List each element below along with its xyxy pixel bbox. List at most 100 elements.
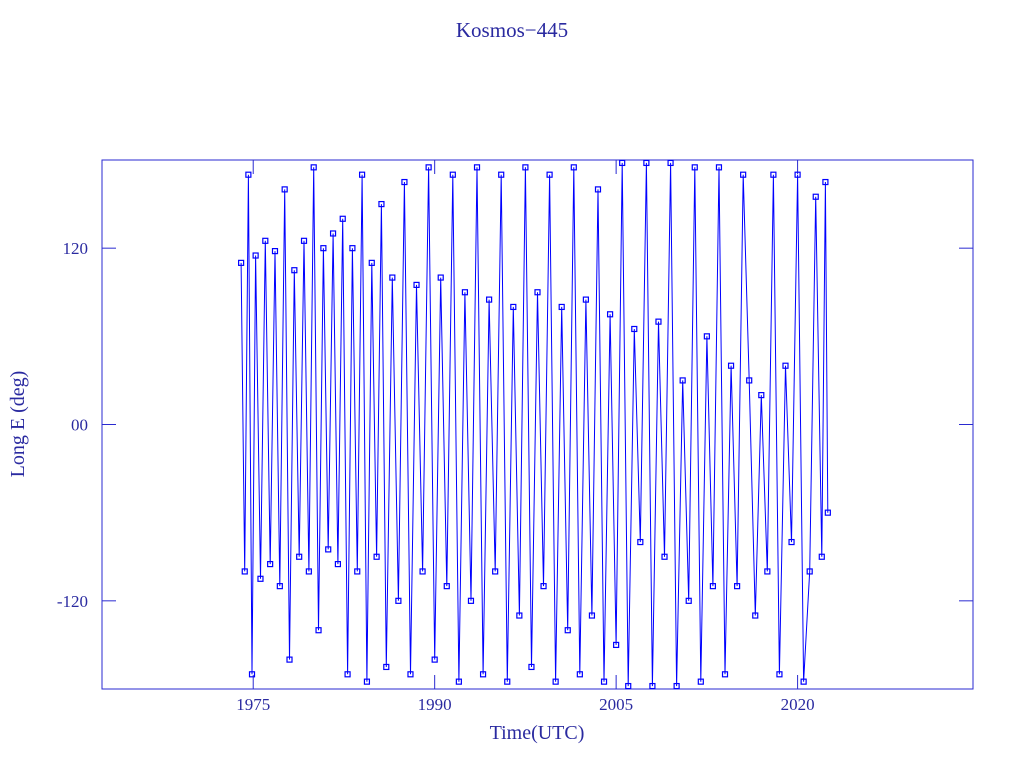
data-marker (431, 656, 438, 663)
y-tick-label: -120 (57, 592, 88, 611)
data-marker (794, 171, 801, 178)
data-marker (818, 553, 825, 560)
data-marker (558, 303, 565, 311)
data-marker (709, 583, 717, 590)
data-marker (534, 289, 541, 296)
plot-frame (101, 159, 974, 690)
data-marker (363, 678, 371, 685)
data-marker (281, 186, 288, 193)
data-marker (546, 171, 553, 178)
data-marker (378, 200, 385, 208)
data-marker (673, 682, 680, 690)
data-marker (516, 612, 523, 619)
data-marker (606, 311, 614, 318)
data-marker (613, 641, 620, 649)
data-marker (395, 597, 402, 604)
data-marker (764, 568, 771, 575)
data-marker (679, 377, 686, 384)
data-marker (643, 159, 650, 167)
data-marker (296, 553, 303, 560)
y-tick-label: 00 (71, 416, 88, 435)
data-marker (631, 325, 638, 333)
data-marker (600, 678, 608, 685)
data-marker (570, 164, 577, 171)
data-marker (727, 362, 735, 369)
data-marker (368, 259, 375, 266)
data-marker (257, 575, 264, 582)
data-marker (245, 171, 252, 178)
data-marker (697, 678, 704, 685)
data-marker (721, 671, 729, 678)
data-marker (588, 612, 596, 619)
data-marker (413, 281, 420, 289)
data-marker (425, 164, 432, 171)
data-marker (383, 663, 390, 671)
data-marker (271, 248, 279, 255)
data-marker (522, 164, 529, 171)
data-marker (552, 678, 559, 685)
data-marker (510, 303, 517, 311)
data-marker (824, 509, 831, 516)
data-marker (276, 583, 283, 590)
data-marker (241, 568, 248, 575)
data-marker (443, 583, 450, 590)
data-line (240, 162, 829, 687)
data-marker (300, 237, 308, 244)
data-marker (238, 259, 245, 266)
data-marker (358, 171, 366, 178)
data-marker (498, 171, 505, 178)
data-marker (594, 186, 602, 193)
data-marker (461, 289, 469, 296)
chart-title: Kosmos−445 (456, 18, 568, 42)
data-marker (649, 682, 656, 690)
data-marker (334, 560, 341, 568)
data-marker (492, 568, 499, 575)
data-marker (437, 274, 444, 281)
data-marker (619, 159, 626, 167)
data-marker (252, 252, 259, 259)
data-marker (782, 362, 789, 369)
data-marker (305, 568, 312, 575)
data-marker (691, 164, 698, 171)
data-marker (637, 538, 644, 546)
data-marker (455, 678, 462, 685)
data-marker (770, 171, 777, 178)
x-tick-label: 2005 (599, 695, 633, 714)
data-marker (267, 560, 274, 568)
data-marker (467, 597, 475, 604)
data-marker (806, 568, 813, 575)
data-marker (625, 682, 632, 690)
data-marker (486, 296, 493, 303)
data-marker (339, 215, 346, 222)
data-marker (344, 671, 351, 678)
data-marker (262, 237, 269, 244)
data-marker (473, 164, 481, 171)
data-marker (758, 392, 765, 399)
data-marker (373, 553, 380, 560)
data-marker (504, 678, 511, 685)
data-marker (667, 159, 674, 167)
data-marker (576, 671, 583, 678)
data-marker (740, 171, 747, 178)
data-marker (329, 230, 337, 237)
data-marker (349, 245, 356, 252)
data-marker (776, 671, 783, 678)
data-marker (310, 164, 317, 171)
data-marker (685, 597, 692, 604)
data-marker (661, 553, 668, 560)
data-marker (752, 612, 759, 619)
x-tick-label: 1975 (236, 695, 270, 714)
data-marker (715, 164, 723, 171)
data-marker (419, 568, 426, 575)
data-marker (248, 671, 256, 678)
data-marker (291, 267, 298, 274)
data-marker (703, 333, 710, 340)
data-marker (800, 678, 807, 685)
data-marker (822, 178, 829, 186)
data-marker (582, 296, 589, 303)
data-marker (401, 178, 408, 186)
data-marker (528, 663, 535, 671)
data-marker (564, 627, 571, 634)
